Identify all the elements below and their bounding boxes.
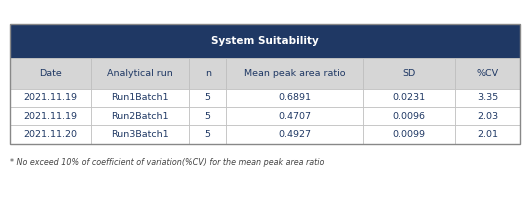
Bar [226,125,363,144]
Text: 0.0231: 0.0231 [393,93,426,102]
Text: 0.0096: 0.0096 [393,112,426,121]
Text: System Suitability: System Suitability [211,36,319,46]
Text: 0.4927: 0.4927 [278,130,311,139]
Text: * No exceed 10% of coefficient of variation(%CV) for the mean peak area ratio: * No exceed 10% of coefficient of variat… [10,158,324,167]
Text: 0.6891: 0.6891 [278,93,311,102]
Text: 2.01: 2.01 [478,130,499,139]
Text: 0.0099: 0.0099 [393,130,426,139]
Bar [363,89,455,107]
Text: 5: 5 [205,130,211,139]
Bar [91,58,189,89]
Bar [10,89,91,107]
Text: 2021.11.19: 2021.11.19 [23,112,77,121]
Bar [91,89,189,107]
Bar [226,107,363,125]
Bar [10,107,91,125]
Bar [363,125,455,144]
Text: Mean peak area ratio: Mean peak area ratio [244,69,346,78]
Text: %CV: %CV [477,69,499,78]
Bar [10,24,520,144]
Bar [226,58,363,89]
Text: n: n [205,69,211,78]
Text: 5: 5 [205,93,211,102]
Text: Run1Batch1: Run1Batch1 [111,93,169,102]
Text: Analytical run: Analytical run [107,69,173,78]
Text: Run3Batch1: Run3Batch1 [111,130,169,139]
Text: 2.03: 2.03 [478,112,499,121]
Bar [226,89,363,107]
Bar [455,89,520,107]
Text: 2021.11.20: 2021.11.20 [23,130,77,139]
Bar [189,89,226,107]
Text: Run2Batch1: Run2Batch1 [111,112,169,121]
Bar [91,107,189,125]
Text: 5: 5 [205,112,211,121]
Bar [455,125,520,144]
Bar [91,125,189,144]
Bar [189,58,226,89]
Bar [10,24,520,58]
Bar [455,58,520,89]
Text: SD: SD [403,69,416,78]
Bar [455,107,520,125]
Text: 2021.11.19: 2021.11.19 [23,93,77,102]
Bar [189,107,226,125]
Bar [10,58,91,89]
Bar [10,125,91,144]
Bar [363,107,455,125]
Text: Date: Date [39,69,61,78]
Bar [189,125,226,144]
Bar [363,58,455,89]
Text: 3.35: 3.35 [478,93,499,102]
Text: 0.4707: 0.4707 [278,112,311,121]
